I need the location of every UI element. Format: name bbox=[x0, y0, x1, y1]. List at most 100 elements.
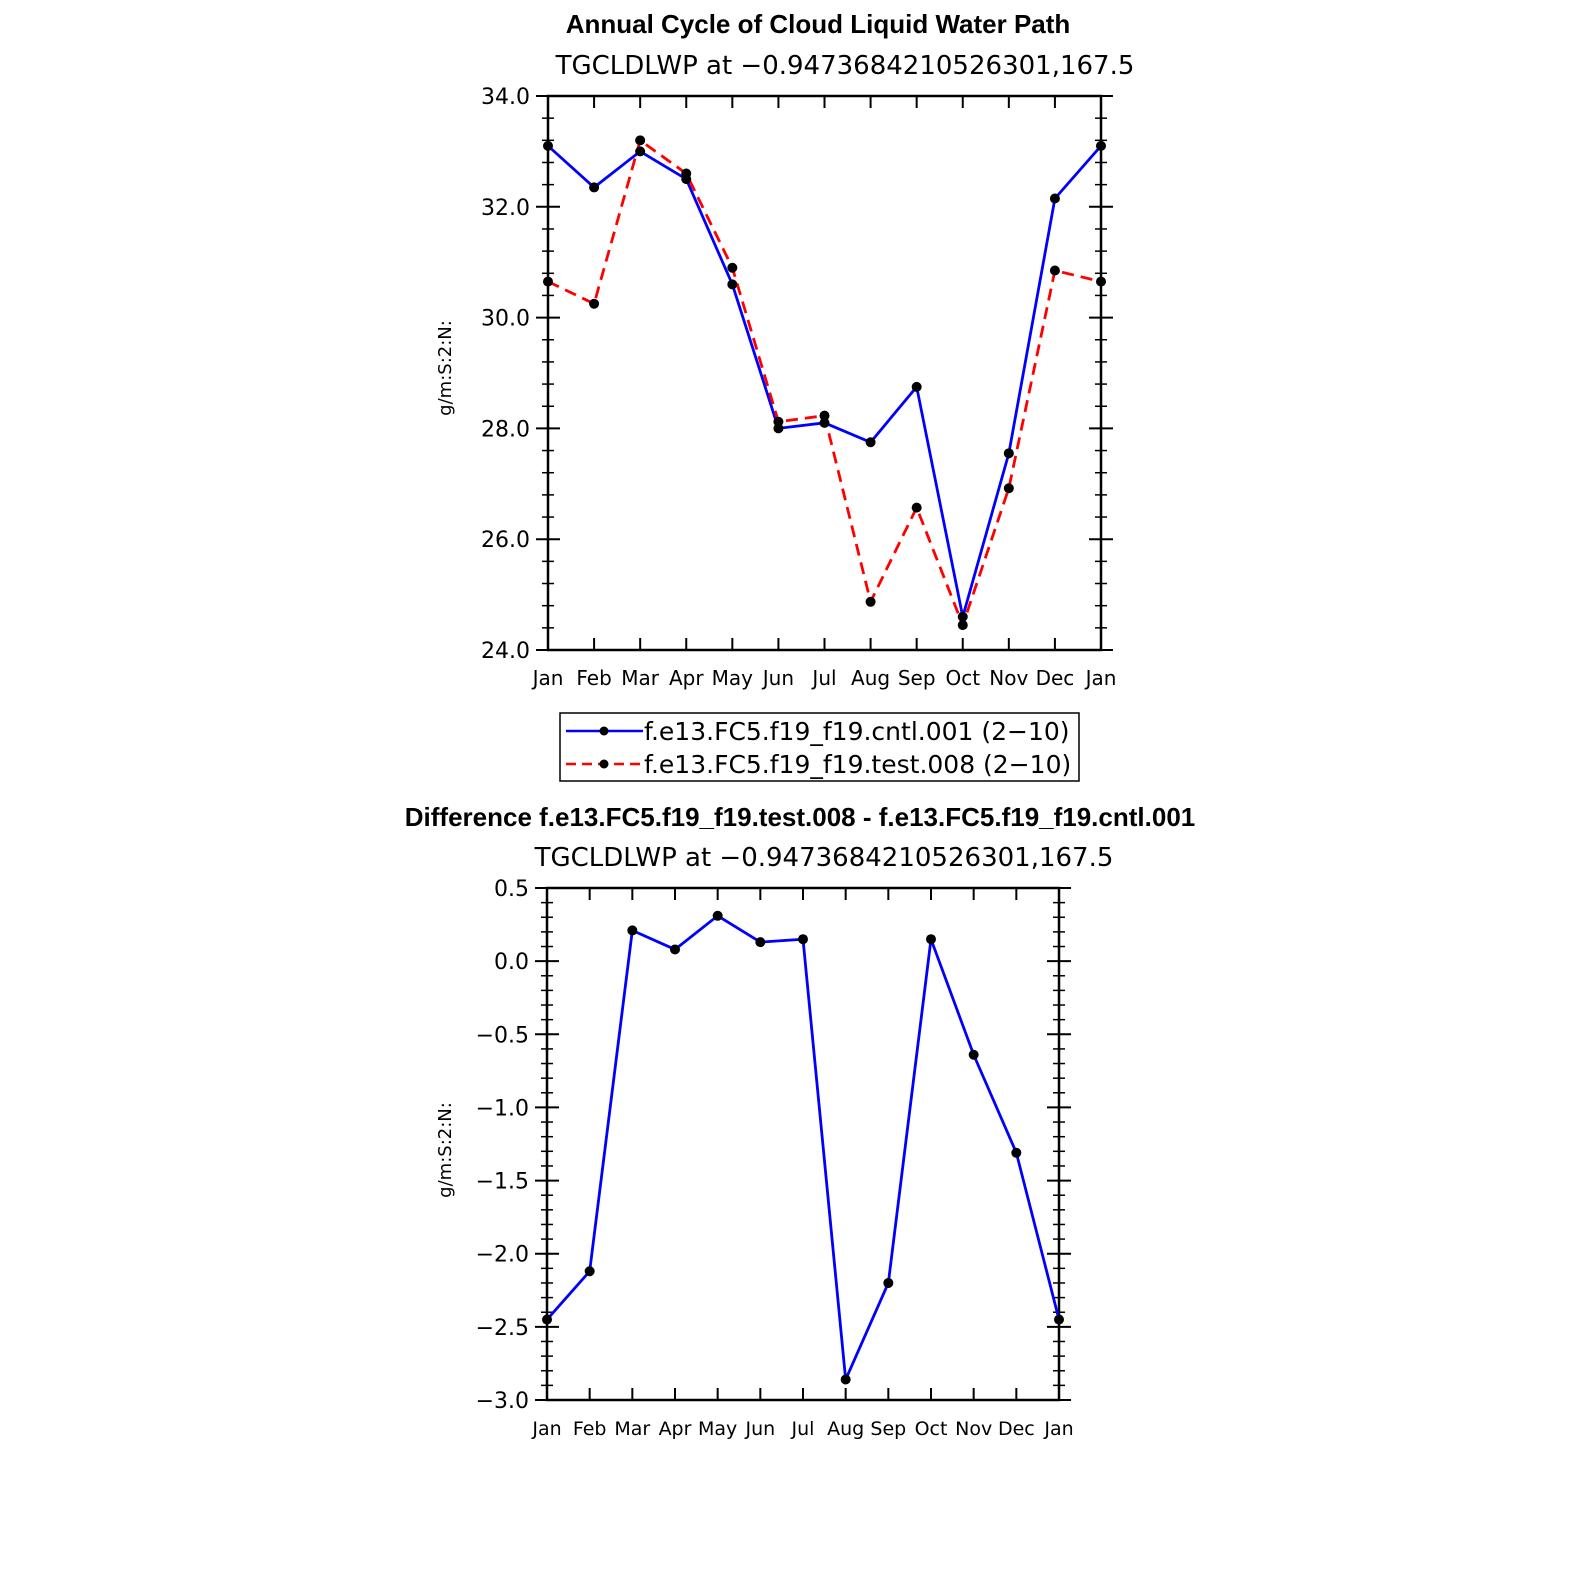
x-tick-label: Sep bbox=[870, 1418, 906, 1440]
data-point bbox=[926, 934, 936, 945]
chart-subtitle: TGCLDLWP at −0.9473684210526301,167.5 bbox=[555, 51, 1135, 81]
series-line-0 bbox=[545, 914, 1061, 1385]
series-line-0 bbox=[547, 144, 1103, 618]
y-tick-label: 24.0 bbox=[481, 639, 530, 664]
axes bbox=[535, 886, 1071, 1402]
x-tick-label: Aug bbox=[827, 1418, 864, 1440]
data-point bbox=[755, 937, 766, 948]
x-tick-label: Jan bbox=[531, 1418, 561, 1440]
y-tick-label: −1.5 bbox=[476, 1170, 529, 1195]
y-tick-label: −2.5 bbox=[476, 1316, 529, 1341]
data-point bbox=[727, 279, 738, 290]
data-point bbox=[1011, 1147, 1022, 1158]
y-tick-label: 26.0 bbox=[481, 528, 530, 553]
x-tick-label: Jul bbox=[791, 1418, 815, 1440]
data-point bbox=[865, 596, 876, 607]
data-point bbox=[1049, 265, 1060, 276]
x-tick-label: Jun bbox=[744, 1418, 775, 1440]
data-point bbox=[589, 298, 600, 309]
data-point bbox=[543, 140, 553, 151]
chart-subtitle: TGCLDLWP at −0.9473684210526301,167.5 bbox=[534, 843, 1114, 873]
x-tick-label: Nov bbox=[955, 1418, 992, 1440]
y-tick-label: −1.0 bbox=[476, 1096, 529, 1121]
x-tick-label: May bbox=[712, 666, 754, 690]
x-tick-label: Jan bbox=[531, 666, 564, 690]
data-point bbox=[798, 934, 808, 945]
data-point bbox=[911, 502, 922, 513]
data-point bbox=[712, 910, 723, 921]
data-point bbox=[773, 416, 784, 427]
plot-frame bbox=[546, 94, 1103, 652]
x-tick-label: Feb bbox=[573, 1418, 607, 1440]
y-axis-label: g/m:S:2:N: bbox=[435, 320, 456, 416]
y-tick-label: −2.0 bbox=[476, 1243, 529, 1268]
series-layer bbox=[543, 135, 1106, 631]
x-tick-label: Jan bbox=[1084, 666, 1117, 690]
x-tick-label: Nov bbox=[989, 666, 1028, 690]
y-tick-label: −3.0 bbox=[476, 1389, 529, 1414]
y-axis-label: g/m:S:2:N: bbox=[435, 1102, 456, 1198]
y-tick-label: 30.0 bbox=[481, 307, 530, 332]
data-point bbox=[681, 168, 692, 179]
difference-chart: Difference f.e13.FC5.f19_f19.test.008 - … bbox=[405, 802, 1196, 1440]
series-line-1 bbox=[547, 138, 1102, 630]
data-point bbox=[1049, 193, 1060, 204]
data-point bbox=[1096, 140, 1106, 151]
y-tick-label: −0.5 bbox=[476, 1023, 529, 1048]
data-point bbox=[957, 620, 968, 631]
x-tick-label: Jan bbox=[1043, 1418, 1073, 1440]
tick-labels: Jan Feb Mar Apr May Jun Jul Aug Sep Oct Nov Dec Jan2… bbox=[481, 85, 1116, 690]
data-point bbox=[865, 437, 876, 448]
data-point bbox=[670, 944, 680, 955]
data-point bbox=[968, 1049, 979, 1060]
y-tick-label: 32.0 bbox=[481, 196, 530, 221]
data-point bbox=[819, 410, 830, 421]
data-point bbox=[627, 925, 638, 936]
x-tick-label: Dec bbox=[1036, 666, 1075, 690]
data-point bbox=[957, 611, 968, 622]
data-point bbox=[819, 417, 830, 428]
data-point bbox=[1054, 1314, 1064, 1325]
x-tick-label: May bbox=[698, 1418, 737, 1440]
x-tick-label: Apr bbox=[669, 666, 704, 690]
y-tick-label: 34.0 bbox=[481, 85, 530, 110]
chart-title: Difference f.e13.FC5.f19_f19.test.008 - … bbox=[405, 802, 1196, 832]
plot-frame bbox=[545, 886, 1061, 1402]
legend-box bbox=[559, 712, 1080, 782]
data-point bbox=[584, 1266, 595, 1277]
x-tick-label: Jun bbox=[761, 666, 794, 690]
data-point bbox=[635, 146, 646, 157]
legend-marker-cntl bbox=[599, 726, 609, 736]
x-tick-label: Oct bbox=[915, 1418, 948, 1440]
axes bbox=[536, 94, 1113, 652]
data-point bbox=[840, 1374, 851, 1385]
data-point bbox=[635, 135, 646, 146]
x-tick-label: Feb bbox=[576, 666, 611, 690]
x-tick-label: Oct bbox=[945, 666, 980, 690]
data-point bbox=[543, 276, 553, 287]
data-point bbox=[727, 262, 738, 273]
annual-cycle-chart: Annual Cycle of Cloud Liquid Water Path … bbox=[435, 9, 1134, 690]
x-tick-label: Sep bbox=[898, 666, 936, 690]
y-tick-label: 0.5 bbox=[494, 877, 529, 902]
legend-label-test: f.e13.FC5.f19_f19.test.008 (2−10) bbox=[644, 750, 1071, 779]
data-point bbox=[542, 1314, 552, 1325]
series-layer bbox=[542, 910, 1064, 1385]
legend-marker-test bbox=[599, 759, 609, 769]
data-point bbox=[883, 1277, 894, 1288]
x-tick-label: Mar bbox=[614, 1418, 650, 1440]
data-point bbox=[589, 182, 600, 193]
tick-labels: Jan Feb Mar Apr May Jun Jul Aug Sep Oct Nov Dec Jan−… bbox=[476, 877, 1074, 1440]
x-tick-label: Aug bbox=[851, 666, 890, 690]
x-tick-label: Apr bbox=[659, 1418, 692, 1440]
data-point bbox=[911, 381, 922, 392]
x-tick-label: Jul bbox=[810, 666, 836, 690]
legend: f.e13.FC5.f19_f19.cntl.001 (2−10) f.e13.… bbox=[559, 712, 1080, 782]
legend-label-cntl: f.e13.FC5.f19_f19.cntl.001 (2−10) bbox=[644, 717, 1070, 746]
x-tick-label: Dec bbox=[998, 1418, 1035, 1440]
y-tick-label: 28.0 bbox=[481, 417, 530, 442]
data-point bbox=[1003, 448, 1014, 459]
x-tick-label: Mar bbox=[621, 666, 660, 690]
data-point bbox=[1096, 276, 1106, 287]
